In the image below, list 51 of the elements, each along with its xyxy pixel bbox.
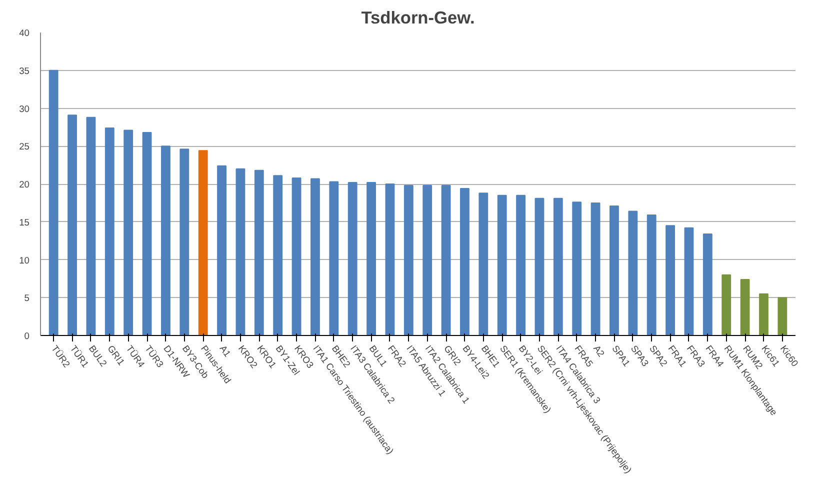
bar	[460, 188, 470, 336]
bar	[292, 177, 302, 336]
y-tick-label: 40	[19, 28, 30, 38]
y-tick-label: 5	[24, 293, 30, 304]
bar	[610, 205, 619, 336]
y-tick-label: 0	[24, 331, 30, 341]
bar	[722, 274, 732, 336]
bar	[759, 293, 768, 336]
bar	[48, 70, 58, 336]
bar	[646, 214, 656, 336]
bar	[180, 148, 190, 336]
bar	[273, 175, 283, 336]
y-tick-label: 15	[19, 217, 30, 228]
chart-title: Tsdkorn-Gew.	[361, 8, 475, 28]
bar	[86, 116, 96, 336]
bar	[666, 225, 675, 336]
bar	[385, 184, 395, 336]
bar	[702, 233, 712, 336]
bar	[422, 185, 432, 336]
bar	[124, 130, 134, 336]
bar	[740, 278, 750, 336]
bar	[217, 165, 226, 336]
bar	[516, 194, 526, 336]
x-tick-label: A2	[591, 344, 606, 359]
bar	[366, 182, 376, 336]
bar	[236, 168, 246, 336]
bar	[534, 198, 544, 336]
bar	[553, 198, 563, 336]
y-tick-label: 35	[19, 66, 30, 76]
y-tick-label: 20	[19, 180, 30, 190]
bar	[310, 178, 320, 336]
y-tick-label: 10	[19, 255, 30, 266]
bar	[684, 227, 694, 336]
bar	[441, 185, 451, 336]
bar	[404, 185, 414, 336]
bar	[161, 146, 170, 336]
y-tick-label: 25	[19, 142, 30, 152]
bar	[68, 114, 77, 336]
bar	[628, 210, 638, 336]
bar	[572, 202, 582, 336]
bar	[104, 127, 114, 336]
bar	[478, 192, 488, 336]
bar	[778, 297, 788, 336]
bar	[348, 182, 358, 336]
bar	[497, 194, 507, 336]
bar	[142, 132, 152, 336]
bar	[329, 181, 339, 336]
bar	[590, 202, 600, 336]
y-tick-label: 30	[19, 104, 30, 114]
bar	[254, 170, 264, 336]
bar	[198, 150, 208, 336]
